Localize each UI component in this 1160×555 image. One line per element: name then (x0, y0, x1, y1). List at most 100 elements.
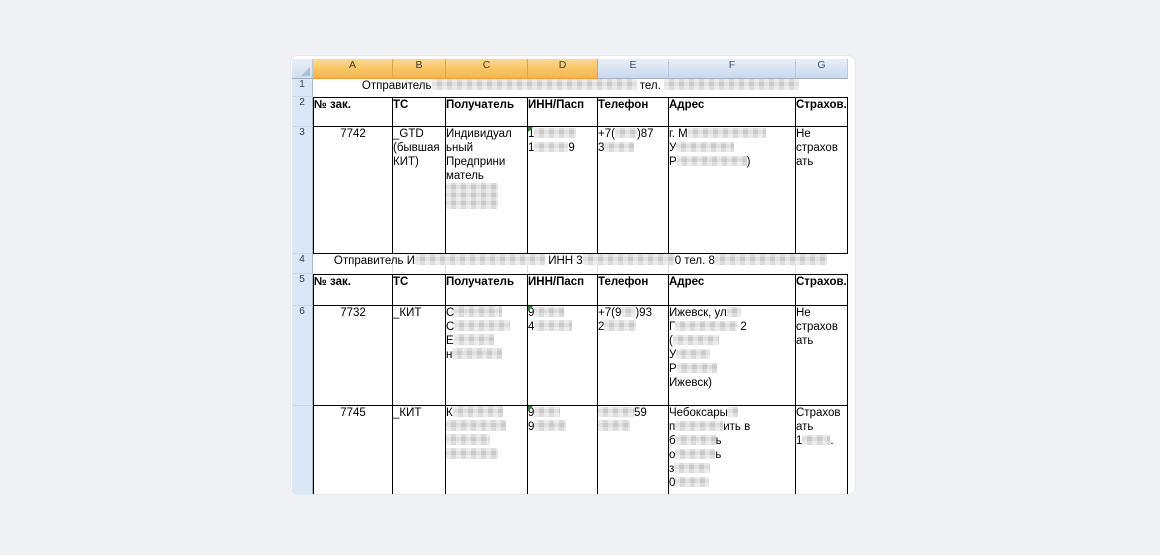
header-cell-Телефон[interactable]: Телефон (598, 274, 669, 306)
row-header-7[interactable] (292, 406, 313, 494)
cell-line: _КИТ (393, 306, 445, 320)
redaction-blur (534, 307, 565, 317)
header-cell-ТС[interactable]: ТС (393, 97, 446, 127)
header-cell-ИНН-Пасп[interactable]: ИНН/Пасп (528, 97, 598, 127)
cell-r3-c5[interactable]: +7()87 3 (598, 127, 669, 254)
header-cell-ТС[interactable]: ТС (393, 274, 446, 306)
merged-sender-banner-cell[interactable]: Отправитель И ИНН 3 0 тел. 8 (313, 254, 848, 274)
cell-line: страхов (796, 320, 847, 334)
redaction-blur (534, 320, 573, 331)
cell-line: _КИТ (393, 406, 445, 420)
row-header-3[interactable]: 3 (292, 127, 313, 254)
cell-line: 7742 (314, 127, 392, 141)
cell-line: (бывшая (393, 141, 445, 155)
cell-line: ать (796, 155, 847, 169)
cell-line: К (446, 406, 527, 420)
row-header-2[interactable]: 2 (292, 97, 313, 127)
cell-text: Страхов (796, 407, 841, 419)
sheet-row-7: 7745 _КИТ К 9 9 59 Чебоксары п ить в б ь о ь з 0 Страхо… (292, 406, 848, 494)
column-header-G[interactable]: G (796, 59, 848, 79)
cell-text: ьный (446, 142, 474, 154)
column-header-B[interactable]: B (393, 59, 446, 79)
column-header-E[interactable]: E (598, 59, 669, 79)
row-header-1[interactable]: 1 (292, 79, 313, 97)
column-header-C[interactable]: C (446, 59, 528, 79)
banner-text: Отправитель (361, 80, 432, 92)
column-header-D[interactable]: D (528, 59, 598, 79)
cell-r3-c3[interactable]: Индивидуал ьный Предприни матель (446, 127, 528, 254)
column-header-F[interactable]: F (669, 59, 796, 79)
cell-r7-c2[interactable]: _КИТ (393, 406, 446, 494)
cell-line: 1. (796, 434, 847, 448)
cell-r6-c7[interactable]: Не страхов ать (796, 306, 848, 406)
cell-text: 4 (528, 321, 535, 333)
cell-r7-c1[interactable]: 7745 (313, 406, 393, 494)
cell-r3-c7[interactable]: Не страхов ать (796, 127, 848, 254)
header-cell--зак-[interactable]: № зак. (313, 97, 393, 127)
redaction-blur (614, 128, 637, 138)
header-cell-Адрес[interactable]: Адрес (669, 97, 796, 127)
cell-text: 9 (528, 421, 535, 433)
cell-line: КИТ) (393, 155, 445, 169)
redaction-blur (534, 407, 561, 417)
cell-line: ать (796, 420, 847, 434)
cell-r6-c5[interactable]: +7(9)93 2 (598, 306, 669, 406)
cell-line: г. М (669, 127, 795, 141)
column-header-A[interactable]: A (313, 59, 393, 79)
cell-r6-c2[interactable]: _КИТ (393, 306, 446, 406)
header-cell-Страхов-[interactable]: Страхов. (796, 97, 848, 127)
header-cell--зак-[interactable]: № зак. (313, 274, 393, 306)
cell-r7-c5[interactable]: 59 (598, 406, 669, 494)
cell-text: У (669, 142, 677, 154)
spreadsheet-panel: A B C D E F G 1 Отправитель тел. 2 № зак. ТС Получа… (290, 55, 856, 495)
cell-r6-c1[interactable]: 7732 (313, 306, 393, 406)
cell-text: 2 (598, 321, 605, 333)
cell-r3-c1[interactable]: 7742 (313, 127, 393, 254)
select-all-corner[interactable] (292, 59, 313, 79)
row-header-5[interactable]: 5 (292, 274, 313, 306)
cell-line: з (669, 462, 795, 476)
cell-text: Ижевск) (669, 377, 712, 389)
header-cell-Получатель[interactable]: Получатель (446, 274, 528, 306)
select-all-corner-icon (301, 67, 310, 76)
cell-r7-c7[interactable]: Страхов ать 1. (796, 406, 848, 494)
header-cell-Страхов-[interactable]: Страхов. (796, 274, 848, 306)
cell-text: 7742 (340, 128, 366, 140)
header-cell-Получатель[interactable]: Получатель (446, 97, 528, 127)
cell-text: 7745 (340, 407, 366, 419)
cell-line (446, 448, 527, 462)
header-cell-ИНН-Пасп[interactable]: ИНН/Пасп (528, 274, 598, 306)
cell-r7-c3[interactable]: К (446, 406, 528, 494)
cell-r3-c2[interactable]: _GTD (бывшая КИТ) (393, 127, 446, 254)
header-cell-Телефон[interactable]: Телефон (598, 97, 669, 127)
cell-r6-c6[interactable]: Ижевск, ул Г 2(У Р Ижевск) (669, 306, 796, 406)
cell-line: 9 (528, 420, 597, 434)
redaction-blur (676, 156, 747, 166)
gridline (392, 255, 393, 273)
cell-text: С (446, 307, 455, 319)
sender-banner-text: Отправитель тел. (313, 79, 848, 92)
cell-line: Р) (669, 155, 795, 169)
cell-text: )93 (635, 307, 652, 319)
redaction-blur (534, 128, 577, 138)
cell-text: ать (796, 335, 814, 347)
cell-r3-c6[interactable]: г. М У Р) (669, 127, 796, 254)
redaction-blur (598, 407, 634, 417)
merged-sender-banner-cell[interactable]: Отправитель тел. (313, 79, 848, 97)
cell-text: ь (715, 449, 722, 461)
cell-line: +7(9)93 (598, 306, 668, 320)
row-header-4[interactable]: 4 (292, 254, 313, 274)
header-cell-Адрес[interactable]: Адрес (669, 274, 796, 306)
row-header-6[interactable]: 6 (292, 306, 313, 406)
cell-text: _КИТ (393, 407, 422, 419)
redaction-blur (675, 449, 716, 459)
cell-text: У (669, 349, 677, 361)
cell-text: . (830, 435, 834, 447)
cell-text: н (446, 349, 453, 361)
